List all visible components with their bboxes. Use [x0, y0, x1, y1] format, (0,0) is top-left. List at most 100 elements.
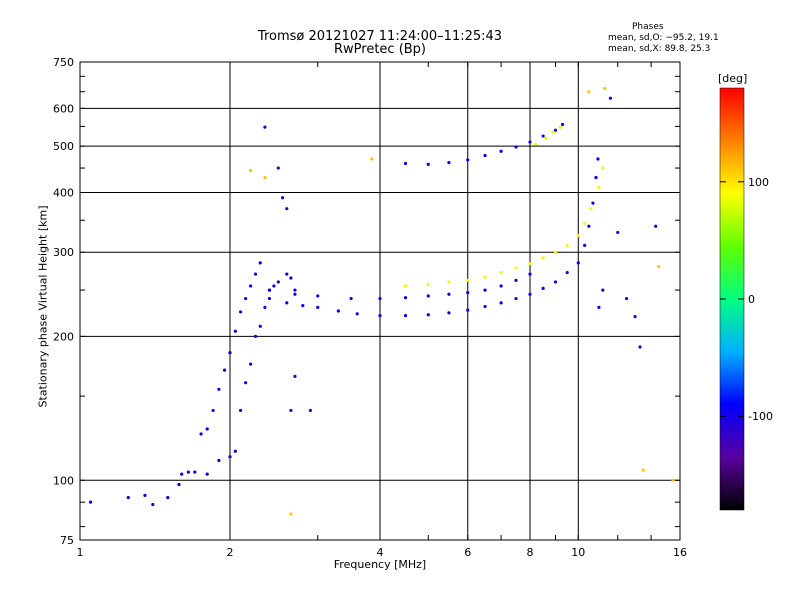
data-point — [466, 308, 470, 312]
data-point — [499, 149, 503, 153]
data-point — [205, 427, 209, 431]
x-tick-label: 1 — [77, 546, 84, 559]
data-point — [267, 296, 272, 301]
phase-stats-o: mean, sd,O: −95.2, 19.1 — [608, 33, 719, 43]
data-point — [249, 362, 253, 366]
data-point — [560, 122, 565, 127]
data-point — [244, 296, 248, 301]
data-point — [249, 284, 253, 288]
data-point — [293, 292, 297, 296]
chart-subtitle: RwPretec (Bp) — [333, 42, 427, 57]
data-point — [126, 495, 130, 500]
data-point — [528, 140, 532, 144]
data-point — [587, 224, 591, 228]
x-tick-label: 2 — [227, 546, 234, 559]
data-point — [403, 284, 408, 288]
data-point — [308, 408, 313, 413]
data-point — [583, 221, 587, 225]
data-point — [285, 301, 289, 305]
data-point — [378, 296, 382, 301]
data-point — [205, 472, 209, 476]
chart-title: Tromsø 20121027 11:24:00–11:25:43 — [257, 29, 503, 44]
data-point — [447, 280, 451, 284]
data-point — [499, 301, 503, 305]
y-tick-label: 500 — [53, 140, 74, 153]
data-point — [641, 468, 645, 472]
data-point — [499, 284, 503, 288]
data-point — [576, 233, 580, 238]
data-point — [238, 310, 243, 314]
data-point — [289, 276, 293, 280]
data-point — [466, 290, 470, 295]
data-point — [483, 288, 487, 292]
data-point — [244, 381, 248, 385]
data-point — [633, 315, 637, 319]
data-point — [528, 272, 532, 276]
colorbar: [deg] 100 0 -100 — [718, 72, 773, 511]
data-point — [151, 502, 155, 507]
data-point — [403, 161, 408, 166]
data-point — [597, 305, 601, 309]
data-point — [403, 314, 408, 318]
data-point — [222, 368, 227, 372]
data-point — [591, 201, 595, 205]
data-point — [541, 256, 545, 260]
data-point — [233, 449, 237, 453]
data-point — [553, 250, 558, 254]
y-tick-label: 400 — [53, 186, 74, 199]
data-point — [289, 408, 293, 413]
data-point — [576, 261, 580, 265]
data-point — [528, 292, 532, 296]
data-point — [514, 278, 518, 282]
data-point — [272, 284, 276, 288]
data-point — [143, 493, 147, 497]
data-point — [483, 304, 487, 309]
y-tick-label: 750 — [53, 56, 74, 69]
colorbar-tick-label: 0 — [748, 293, 755, 306]
data-point — [544, 136, 548, 140]
data-point — [597, 185, 601, 189]
data-point — [293, 374, 297, 378]
data-point — [301, 303, 305, 308]
data-point — [565, 270, 569, 275]
data-point — [355, 312, 359, 316]
data-point — [263, 305, 267, 309]
y-tick-label: 75 — [60, 534, 74, 547]
data-point — [466, 278, 470, 282]
data-point — [601, 288, 605, 292]
data-point — [447, 160, 451, 165]
data-point — [285, 207, 289, 211]
data-point — [638, 345, 642, 349]
data-point — [199, 432, 203, 436]
data-point — [88, 500, 93, 504]
data-point — [211, 408, 215, 413]
phase-stats-heading: Phases — [632, 22, 664, 32]
data-point — [596, 157, 600, 161]
data-point — [514, 296, 518, 301]
data-point — [217, 387, 221, 391]
colorbar-tick-label: -100 — [748, 410, 773, 423]
data-point — [349, 296, 353, 301]
data-point — [447, 311, 451, 315]
data-point — [514, 145, 518, 149]
y-tick-label: 600 — [53, 102, 74, 115]
data-point — [583, 243, 587, 248]
data-point — [447, 292, 451, 296]
data-point — [514, 266, 518, 270]
data-point — [624, 296, 629, 301]
data-point — [601, 166, 605, 170]
data-point — [228, 350, 232, 355]
data-point — [587, 90, 591, 94]
data-point — [499, 270, 503, 275]
data-point — [616, 230, 620, 235]
data-point — [483, 275, 487, 279]
data-point — [608, 96, 613, 100]
y-tick-label: 300 — [53, 246, 74, 259]
data-point — [403, 296, 408, 300]
data-point — [285, 272, 289, 276]
data-point — [565, 243, 569, 248]
y-tick-label: 100 — [53, 474, 74, 487]
data-point — [267, 288, 272, 292]
data-point — [258, 261, 262, 265]
data-point — [533, 142, 537, 146]
